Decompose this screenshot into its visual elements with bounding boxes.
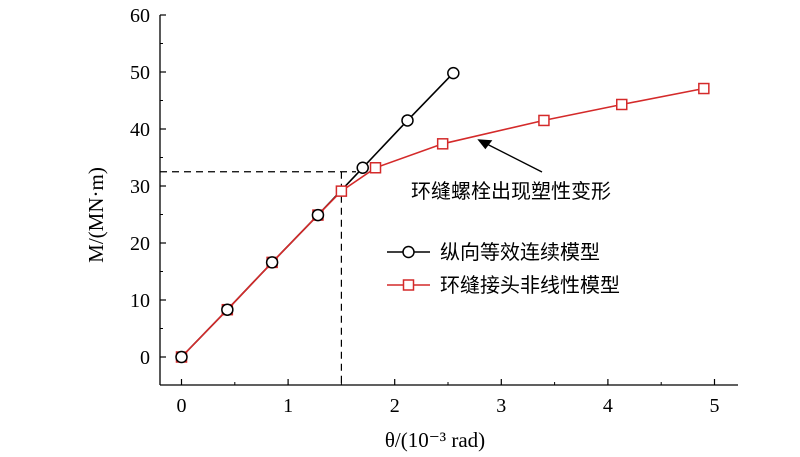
x-tick-label: 1 <box>283 395 293 417</box>
reference-lines <box>160 171 356 385</box>
y-tick-label: 40 <box>130 119 150 141</box>
y-tick-label: 10 <box>130 290 150 312</box>
series-line <box>180 87 704 358</box>
data-point <box>698 82 710 95</box>
data-point <box>221 303 234 316</box>
data-point <box>369 162 382 174</box>
x-tick-label: 3 <box>496 395 506 417</box>
x-tick-label: 0 <box>177 395 187 417</box>
y-tick-label: 20 <box>130 233 150 255</box>
legend-item-1: 纵向等效连续模型 <box>387 240 600 264</box>
y-tick-label: 50 <box>130 62 150 84</box>
legend-label: 纵向等效连续模型 <box>440 240 600 264</box>
data-point <box>436 138 449 150</box>
series-2-markers <box>175 82 710 363</box>
data-point <box>356 161 369 175</box>
legend-label: 环缝接头非线性模型 <box>440 273 620 297</box>
series-2 <box>180 87 704 358</box>
legend-marker <box>402 279 415 291</box>
x-tick-label: 2 <box>390 395 400 417</box>
annotation-text: 环缝螺栓出现塑性变形 <box>411 179 611 203</box>
y-axis-title: M/(MN·m) <box>84 167 108 263</box>
data-point <box>538 114 550 127</box>
annotation-arrow-line <box>485 142 543 173</box>
data-point <box>265 256 279 269</box>
legend-marker <box>402 245 415 259</box>
y-tick-label: 30 <box>130 176 150 198</box>
data-point <box>616 98 628 111</box>
data-point <box>175 350 188 364</box>
data-point <box>401 114 414 127</box>
x-tick-label: 4 <box>603 395 613 417</box>
y-tick-label: 0 <box>140 347 150 369</box>
data-point <box>311 208 325 222</box>
series-1-markers <box>175 66 460 364</box>
data-point <box>447 66 460 80</box>
data-point <box>335 185 348 197</box>
legend-item-2: 环缝接头非线性模型 <box>387 273 620 297</box>
annotation-arrowhead <box>477 139 493 150</box>
x-tick-label: 5 <box>710 395 720 417</box>
annotation: 环缝螺栓出现塑性变形 <box>411 139 611 203</box>
series-layer <box>175 66 710 364</box>
y-tick-label: 60 <box>130 5 150 27</box>
x-axis-title: θ/(10⁻³ rad) <box>385 428 485 452</box>
